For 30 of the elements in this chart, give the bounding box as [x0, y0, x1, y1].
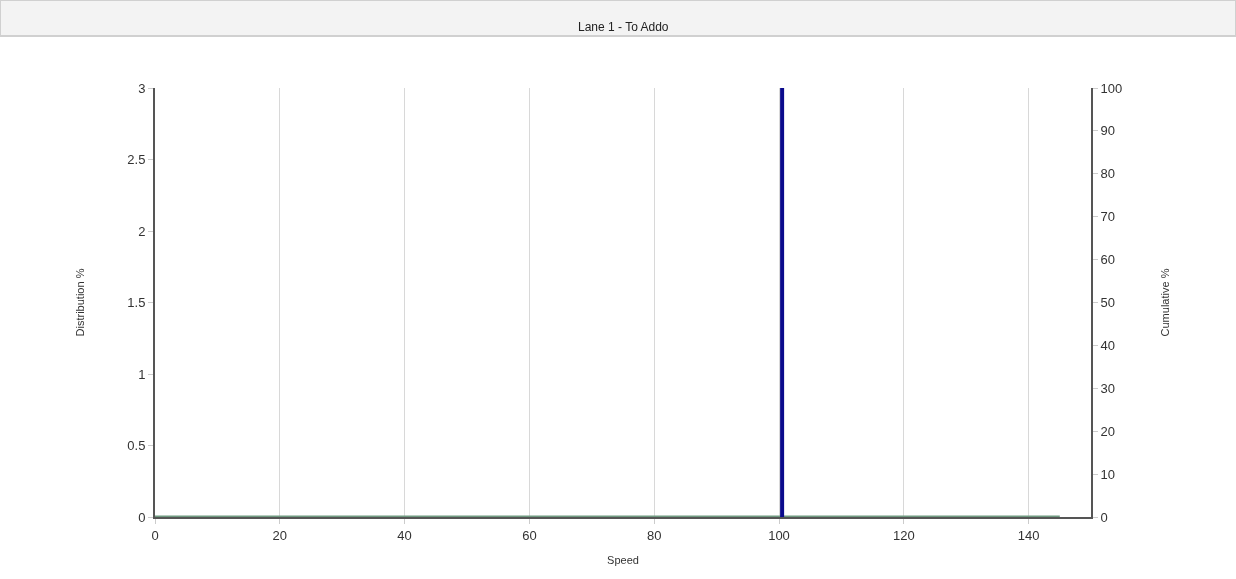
x-tick-label: 40: [397, 527, 412, 543]
y2-tick-label: 40: [1100, 337, 1116, 353]
x-tick-label: 0: [151, 527, 159, 543]
y-tick-label: 0.5: [127, 438, 146, 454]
x-axis-title: Speed: [607, 554, 639, 567]
y-tick-label: 1.5: [127, 295, 146, 311]
x-tick-label: 60: [522, 527, 537, 543]
y-tick-label: 0: [138, 509, 146, 525]
y-tick-label: 2: [138, 223, 146, 239]
x-tick-label: 20: [272, 527, 288, 543]
y-tick-label: 3: [138, 80, 146, 96]
y2-tick-label: 0: [1100, 509, 1108, 525]
y2-tick-label: 80: [1100, 166, 1116, 182]
x-tick-label: 140: [1017, 527, 1040, 543]
y-axis-title: Distribution %: [74, 268, 87, 337]
y2-tick-label: 100: [1100, 80, 1123, 96]
x-tick-label: 80: [646, 527, 662, 543]
y2-tick-label: 50: [1100, 295, 1116, 311]
y2-tick-label: 30: [1100, 380, 1116, 396]
y2-tick-label: 70: [1100, 209, 1116, 225]
x-tick-label: 100: [768, 527, 790, 543]
y-tick-label: 2.5: [127, 152, 146, 168]
y2-tick-label: 10: [1100, 466, 1116, 482]
y2-tick-label: 20: [1100, 423, 1116, 439]
y2-axis-title: Cumulative %: [1159, 268, 1171, 337]
y-tick-label: 1: [138, 366, 146, 382]
chart-title: Lane 1 - To Addo: [578, 20, 669, 34]
y2-tick-label: 90: [1100, 123, 1116, 139]
x-tick-label: 120: [892, 527, 915, 543]
y2-tick-label: 60: [1100, 252, 1116, 268]
